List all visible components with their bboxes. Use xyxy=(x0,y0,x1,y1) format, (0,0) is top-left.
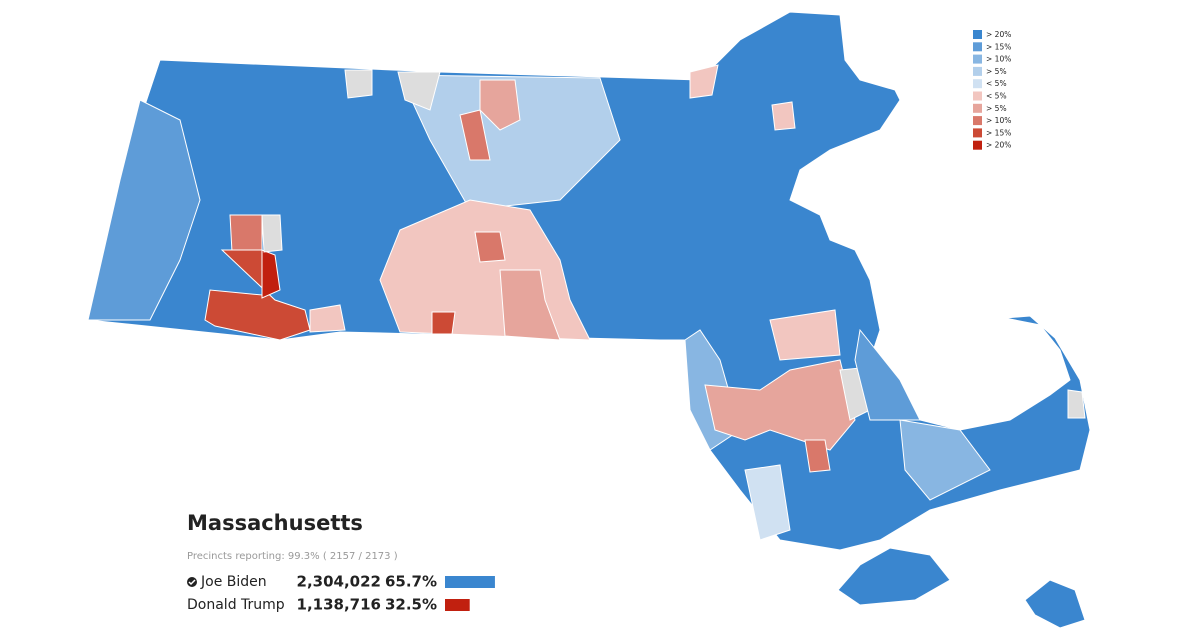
legend-label: > 15% xyxy=(986,128,1011,137)
legend-label: < 5% xyxy=(986,79,1007,88)
region xyxy=(261,214,283,253)
legend-label: < 5% xyxy=(986,92,1007,101)
region xyxy=(899,419,991,501)
candidate-percent: 32.5% xyxy=(385,596,437,614)
summary-title: Massachusetts xyxy=(187,511,363,535)
region xyxy=(854,328,921,421)
region xyxy=(309,304,346,333)
vote-bar xyxy=(445,599,470,611)
legend: > 20% > 15% > 10% > 5% < 5% < 5% > 5% > 10% > 15… xyxy=(973,30,1011,150)
island xyxy=(837,547,951,606)
candidate-votes: 1,138,716 xyxy=(297,596,381,614)
candidate-name: Donald Trump xyxy=(187,597,285,613)
legend-swatch xyxy=(973,116,982,126)
region xyxy=(474,231,506,263)
legend-swatch xyxy=(973,30,982,39)
region xyxy=(744,464,791,541)
legend-swatch xyxy=(973,54,982,64)
legend-label: > 10% xyxy=(986,116,1011,125)
legend-label: > 5% xyxy=(986,104,1007,113)
candidate-votes: 2,304,022 xyxy=(297,573,381,591)
legend-label: > 15% xyxy=(986,42,1011,51)
region xyxy=(397,71,441,111)
legend-swatch xyxy=(973,140,982,150)
legend-swatch xyxy=(973,91,982,101)
island xyxy=(1024,579,1086,629)
candidate-name: Joe Biden xyxy=(200,574,267,590)
region xyxy=(261,249,281,299)
region xyxy=(344,69,373,99)
results: Joe Biden 2,304,022 65.7% Donald Trump 1,138… xyxy=(187,573,495,614)
region xyxy=(87,99,201,321)
legend-label: > 20% xyxy=(986,141,1011,150)
region xyxy=(769,309,841,361)
region xyxy=(771,101,796,131)
region xyxy=(499,269,561,341)
precincts-reporting: Precincts reporting: 99.3% ( 2157 / 2173… xyxy=(187,551,398,562)
region xyxy=(431,311,456,335)
legend-swatch xyxy=(973,42,982,52)
legend-label: > 10% xyxy=(986,55,1011,64)
region xyxy=(399,74,621,211)
legend-swatch xyxy=(973,79,982,89)
vote-bar xyxy=(445,576,495,588)
region xyxy=(1067,389,1086,419)
region xyxy=(459,109,491,161)
region xyxy=(704,359,856,451)
winner-check xyxy=(188,579,196,586)
legend-label: > 20% xyxy=(986,30,1011,39)
state-map xyxy=(87,11,1091,629)
candidate-percent: 65.7% xyxy=(385,573,437,591)
region xyxy=(479,79,521,131)
legend-label: > 5% xyxy=(986,67,1007,76)
legend-swatch xyxy=(973,128,982,138)
region xyxy=(229,214,263,253)
legend-swatch xyxy=(973,66,982,76)
legend-swatch xyxy=(973,103,982,113)
region xyxy=(689,64,719,99)
region xyxy=(804,439,831,473)
